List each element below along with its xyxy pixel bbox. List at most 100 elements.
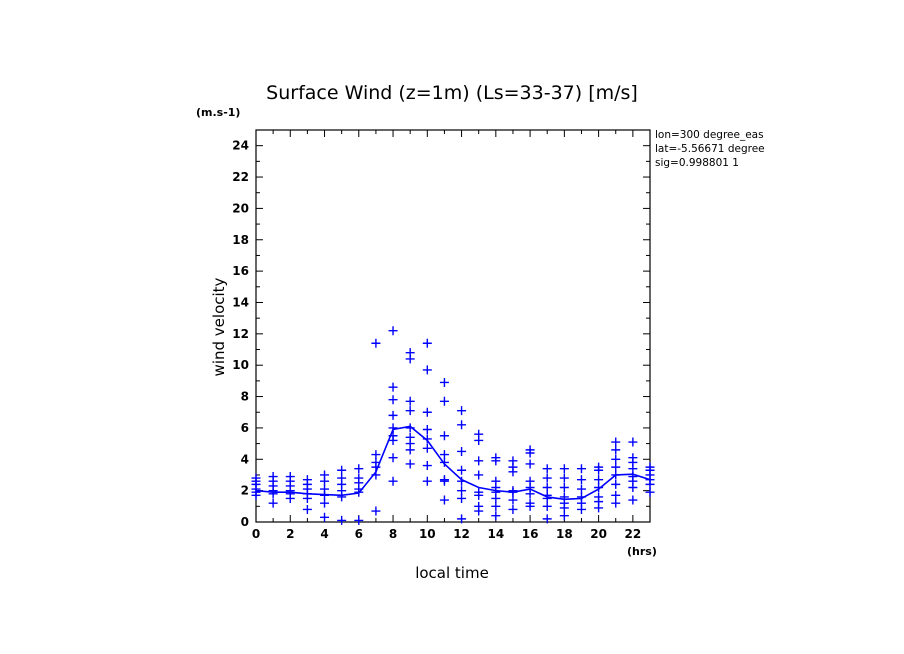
sample-point: [388, 395, 398, 405]
sample-point: [422, 443, 432, 453]
y-tick-label: 16: [232, 264, 249, 278]
sample-point: [388, 326, 398, 336]
sample-point: [628, 437, 638, 447]
y-tick-label: 12: [232, 327, 249, 341]
sample-point: [422, 407, 432, 417]
sample-point: [525, 489, 535, 499]
sample-point: [628, 483, 638, 493]
x-tick-label: 0: [252, 527, 260, 541]
x-tick-label: 2: [286, 527, 294, 541]
sample-point: [285, 493, 295, 503]
sample-point: [542, 473, 552, 483]
sample-point: [628, 495, 638, 505]
sample-point: [594, 503, 604, 513]
y-axis-label: wind velocity: [210, 277, 228, 376]
sample-point: [422, 476, 432, 486]
x-tick-label: 8: [389, 527, 397, 541]
sample-point: [251, 490, 261, 500]
sample-point: [576, 484, 586, 494]
sample-point: [302, 504, 312, 514]
x-tick-label: 18: [556, 527, 573, 541]
y-tick-label: 22: [232, 170, 249, 184]
sample-point: [320, 476, 330, 486]
sample-point: [474, 470, 484, 480]
x-axis-label: local time: [415, 564, 489, 582]
sample-point: [439, 495, 449, 505]
sample-point: [491, 501, 501, 511]
sample-point: [559, 511, 569, 521]
sample-point: [371, 338, 381, 348]
sample-point: [422, 461, 432, 471]
sample-point: [611, 498, 621, 508]
sample-point: [405, 445, 415, 455]
sample-point: [508, 467, 518, 477]
sample-point: [371, 450, 381, 460]
sample-point: [542, 493, 552, 503]
sample-point: [354, 515, 364, 525]
sample-point: [302, 493, 312, 503]
sample-point: [474, 506, 484, 516]
sample-point: [405, 406, 415, 416]
sample-point: [457, 486, 467, 496]
sample-point: [268, 489, 278, 499]
sample-point: [611, 454, 621, 464]
sample-point: [457, 465, 467, 475]
sample-point: [611, 445, 621, 455]
sample-point: [559, 464, 569, 474]
sample-point: [542, 483, 552, 493]
sample-point: [491, 456, 501, 466]
sample-point: [320, 498, 330, 508]
y-tick-label: 4: [241, 452, 249, 466]
sample-point: [405, 354, 415, 364]
y-tick-label: 24: [232, 139, 249, 153]
sample-point: [388, 435, 398, 445]
x-tick-label: 10: [419, 527, 436, 541]
info-latitude: lat=-5.56671 degree: [655, 143, 765, 155]
sample-point: [474, 435, 484, 445]
sample-point: [457, 446, 467, 456]
sample-point: [645, 479, 655, 489]
x-tick-label: 12: [453, 527, 470, 541]
sample-point: [422, 365, 432, 375]
sample-point: [388, 410, 398, 420]
sample-point: [594, 465, 604, 475]
sample-point: [611, 437, 621, 447]
sample-point: [611, 490, 621, 500]
sample-point: [268, 498, 278, 508]
sample-point: [405, 396, 415, 406]
sample-point: [405, 459, 415, 469]
sample-point: [354, 464, 364, 474]
sample-point: [559, 503, 569, 513]
plot-frame: [255, 129, 651, 523]
y-tick-label: 8: [241, 390, 249, 404]
sample-point: [457, 493, 467, 503]
sample-point: [457, 420, 467, 430]
sample-point: [388, 476, 398, 486]
x-tick-label: 6: [355, 527, 363, 541]
info-longitude: lon=300 degree_eas: [655, 129, 764, 141]
x-tick-label: 22: [625, 527, 642, 541]
sample-point: [491, 493, 501, 503]
sample-point: [422, 338, 432, 348]
sample-point: [439, 431, 449, 441]
sample-point: [508, 504, 518, 514]
sample-point: [525, 501, 535, 511]
sample-point: [457, 514, 467, 524]
sample-point: [320, 512, 330, 522]
sample-point: [337, 515, 347, 525]
sample-point: [576, 504, 586, 514]
x-tick-label: 4: [320, 527, 328, 541]
y-tick-label: 10: [232, 358, 249, 372]
sample-point: [594, 475, 604, 485]
y-axis-unit: (m.s-1): [196, 106, 240, 119]
sample-point: [439, 396, 449, 406]
y-tick-label: 14: [232, 295, 249, 309]
axis-ticks: [255, 129, 651, 523]
sample-point: [337, 465, 347, 475]
sample-point: [371, 506, 381, 516]
x-tick-label: 14: [487, 527, 504, 541]
sample-points: [251, 326, 655, 525]
sample-point: [508, 495, 518, 505]
